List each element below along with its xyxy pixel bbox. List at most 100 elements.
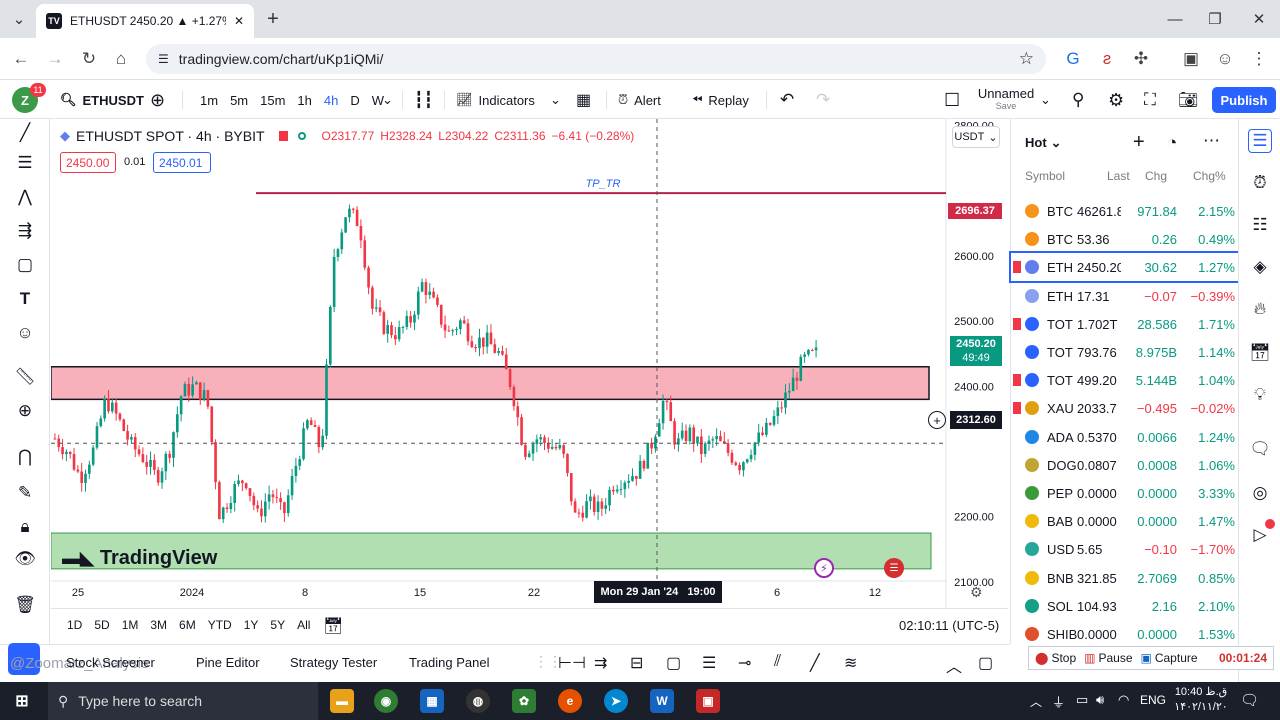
watchlist-row[interactable]: ETH 17.31 −0.07 −0.39% (1011, 282, 1239, 310)
layers-icon[interactable]: ◈ (1253, 257, 1267, 276)
row-flag-icon[interactable] (1013, 374, 1021, 387)
tab-trading-panel[interactable]: Trading Panel (409, 655, 490, 670)
legend-title[interactable]: ETHUSDT SPOT · 4h · BYBIT (76, 128, 265, 144)
windows-start-icon[interactable]: ⊞ (15, 693, 29, 710)
layout-templates-icon[interactable]: ▦ (576, 92, 592, 109)
regression-icon[interactable]: ⊟ (630, 655, 644, 672)
advanced-view-icon[interactable]: ◔ (1167, 133, 1178, 152)
taskbar-search[interactable]: ⚲ Type here to search (48, 682, 318, 720)
watchlist-row[interactable]: PEP 0.0000 0.0000 3.33% (1011, 479, 1239, 507)
watchlist-row[interactable]: SHIB 0.0000 0.0000 1.53% (1011, 620, 1239, 648)
indicators-button[interactable]: 📈︎ Indicators (456, 81, 535, 119)
watchlist-row[interactable]: XAU 2033.7 −0.495 −0.02% (1011, 394, 1239, 422)
layout-square-icon[interactable]: ☐ (944, 89, 961, 110)
range-all[interactable]: All (297, 618, 311, 632)
watchlist-row[interactable]: TOT 793.76 8.975B 1.14% (1011, 338, 1239, 366)
tray-wifi-icon[interactable]: ◠ (1118, 692, 1130, 707)
interval-5m[interactable]: 5m (230, 92, 249, 108)
fib-lines-icon[interactable]: ☰ (702, 655, 717, 672)
minimize-icon[interactable]: — (1167, 10, 1183, 28)
hotlists-flame-icon[interactable]: 🔥︎ (1253, 299, 1267, 318)
tab-search-icon[interactable]: ⌄ (12, 11, 26, 28)
recorder-app-icon[interactable]: ✿ (512, 689, 536, 713)
window-close-icon[interactable]: ✕ (1252, 11, 1266, 28)
recorder-pause-button[interactable]: ▥ Pause (1084, 651, 1132, 665)
indicators-dropdown-icon[interactable]: ⌄ (550, 92, 561, 107)
range-6m[interactable]: 6M (179, 618, 196, 632)
back-icon[interactable]: ← (12, 49, 30, 68)
forward-icon[interactable]: → (46, 49, 64, 68)
object-tree-icon[interactable]: ☷ (1252, 215, 1268, 234)
col-chg-pct[interactable]: Chg% (1193, 169, 1226, 183)
calendar-icon[interactable]: 📅︎ (1249, 343, 1271, 362)
replay-button[interactable]: ⏪︎ Replay (692, 81, 749, 119)
tray-language[interactable]: ENG (1140, 693, 1167, 707)
undo-icon[interactable]: ↶ (780, 90, 795, 109)
interval-15m[interactable]: 15m (260, 92, 286, 108)
zoom-in-icon[interactable]: ⊕ (17, 401, 33, 420)
watchlist-row[interactable]: BTC 46261.8 971.84 2.15% (1011, 197, 1239, 225)
side-panel-icon[interactable]: ▣ (1182, 49, 1200, 68)
sell-price-button[interactable]: 2450.00 (60, 152, 116, 173)
word-icon[interactable]: W (650, 689, 674, 713)
range-1m[interactable]: 1M (121, 618, 139, 632)
tab-strategy-tester[interactable]: Strategy Tester (290, 655, 378, 670)
maximize-icon[interactable]: ❐ (1208, 11, 1222, 28)
range-ytd[interactable]: YTD (207, 618, 232, 632)
recorder-stop-button[interactable]: ⬤ Stop (1035, 651, 1076, 665)
watchlist-row[interactable]: BNB 321.85 2.7069 0.85% (1011, 564, 1239, 592)
compare-symbol-icon[interactable]: ⊕ (150, 89, 166, 110)
address-bar[interactable]: ☰ tradingview.com/chart/uKp1iQMi/ ☆ (146, 44, 1046, 74)
us-flag-event-icon[interactable]: ☰ (884, 558, 904, 578)
trend-line-icon[interactable]: ╱ (19, 123, 31, 142)
currency-selector[interactable]: USDT ⌄ (952, 126, 1000, 148)
watchlist-row[interactable]: BAB 0.0000 0.0000 1.47% (1011, 507, 1239, 535)
media-app-icon[interactable]: ▣ (696, 689, 720, 713)
col-last[interactable]: Last (1107, 169, 1130, 183)
calculator-icon[interactable]: ▦ (420, 689, 444, 713)
parallel-channel-icon[interactable]: ⇉ (594, 655, 608, 672)
tray-battery-icon[interactable]: ▭ (1076, 692, 1089, 707)
price-chart[interactable]: TP_TR2800.002600.002500.002400.002200.00… (51, 119, 1002, 608)
row-flag-icon[interactable] (1013, 402, 1021, 415)
range-3m[interactable]: 3M (150, 618, 168, 632)
extensions-puzzle-icon[interactable]: ✣ (1133, 49, 1149, 68)
browser-menu-icon[interactable]: ⋮ (1250, 49, 1268, 68)
maximize-panel-icon[interactable]: ▢ (978, 655, 994, 672)
tab-pine-editor[interactable]: Pine Editor (196, 655, 260, 670)
interval-1m[interactable]: 1m (200, 92, 219, 108)
line-tool-icon[interactable]: ╱ (810, 655, 820, 672)
watchlist-row[interactable]: TOT 1.702T 28.586 1.71% (1011, 310, 1239, 338)
col-symbol[interactable]: Symbol (1025, 169, 1066, 183)
axis-settings-icon[interactable]: ⚙ (970, 584, 983, 600)
drag-handle-icon[interactable]: ⋮⋮ (534, 653, 562, 669)
horizontal-line-tool-icon[interactable]: ⊢⊣ (558, 655, 586, 672)
layout-name-button[interactable]: Unnamed Save (976, 87, 1036, 113)
range-1d[interactable]: 1D (67, 618, 83, 632)
telegram-icon[interactable]: ➤ (604, 689, 628, 713)
range-1y[interactable]: 1Y (243, 618, 259, 632)
ray-tool-icon[interactable]: ⊸ (738, 655, 752, 672)
row-flag-icon[interactable] (1013, 317, 1021, 330)
pitchfork-icon[interactable]: ⫽ (774, 653, 782, 670)
symbol-search-button[interactable]: 🔍︎ ETHUSDT (60, 81, 144, 119)
tab-stock-screener[interactable]: Stock Screener (66, 655, 155, 670)
tab-close-icon[interactable]: ✕ (233, 14, 244, 28)
col-chg[interactable]: Chg (1145, 169, 1168, 183)
goto-date-calendar-icon[interactable]: 📅︎ (323, 618, 344, 635)
fib-channel-icon[interactable]: ≋ (844, 655, 858, 672)
range-5y[interactable]: 5Y (270, 618, 286, 632)
shapes-rectangle-icon[interactable]: ▢ (16, 255, 34, 274)
chats-icon[interactable]: 🗨︎ (1249, 439, 1271, 458)
browser-tab[interactable]: TV ETHUSDT 2450.20 ▲ +1.27% U ✕ (36, 4, 254, 38)
visibility-eye-icon[interactable]: 👁︎ (14, 549, 36, 568)
pattern-tool-icon[interactable]: ⋀ (18, 187, 32, 206)
new-tab-icon[interactable]: + (267, 7, 279, 30)
emoji-icon[interactable]: ☺ (16, 323, 34, 342)
interval-4h[interactable]: 4h (323, 92, 339, 108)
interval-1h[interactable]: 1h (297, 92, 312, 108)
fib-retracement-icon[interactable]: ☰ (17, 153, 33, 172)
tray-usb-icon[interactable]: ⏚ (1052, 695, 1066, 710)
add-symbol-icon[interactable]: + (1133, 131, 1145, 153)
alert-button[interactable]: ⏰︎ Alert (618, 81, 661, 119)
